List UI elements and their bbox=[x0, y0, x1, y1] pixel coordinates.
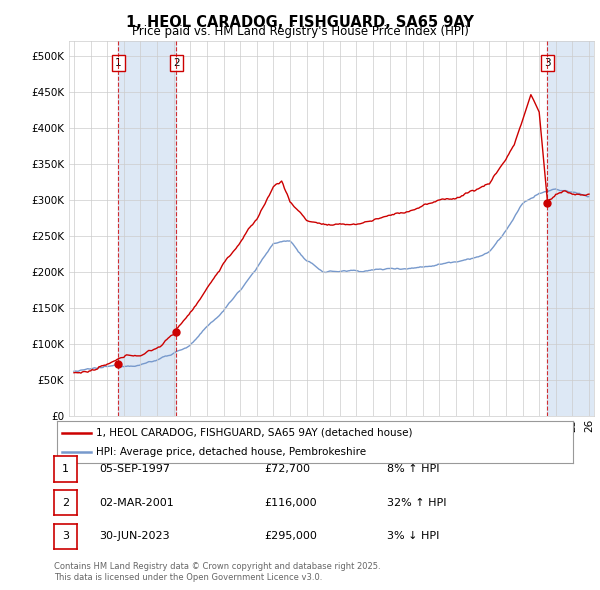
Bar bbox=[547, 41, 594, 416]
Bar bbox=[118, 41, 176, 416]
Text: 1: 1 bbox=[115, 58, 122, 68]
Text: HPI: Average price, detached house, Pembrokeshire: HPI: Average price, detached house, Pemb… bbox=[96, 447, 366, 457]
Text: Contains HM Land Registry data © Crown copyright and database right 2025.: Contains HM Land Registry data © Crown c… bbox=[54, 562, 380, 571]
Text: 3: 3 bbox=[544, 58, 551, 68]
Text: 1, HEOL CARADOG, FISHGUARD, SA65 9AY (detached house): 1, HEOL CARADOG, FISHGUARD, SA65 9AY (de… bbox=[96, 428, 412, 438]
Text: 3% ↓ HPI: 3% ↓ HPI bbox=[387, 532, 439, 541]
Text: 30-JUN-2023: 30-JUN-2023 bbox=[99, 532, 170, 541]
Text: 02-MAR-2001: 02-MAR-2001 bbox=[99, 498, 174, 507]
Text: 1, HEOL CARADOG, FISHGUARD, SA65 9AY: 1, HEOL CARADOG, FISHGUARD, SA65 9AY bbox=[126, 15, 474, 30]
Text: 32% ↑ HPI: 32% ↑ HPI bbox=[387, 498, 446, 507]
Text: 2: 2 bbox=[173, 58, 180, 68]
Text: 2: 2 bbox=[62, 498, 69, 507]
Text: £72,700: £72,700 bbox=[264, 464, 310, 474]
Text: £295,000: £295,000 bbox=[264, 532, 317, 541]
Text: Price paid vs. HM Land Registry's House Price Index (HPI): Price paid vs. HM Land Registry's House … bbox=[131, 25, 469, 38]
Text: This data is licensed under the Open Government Licence v3.0.: This data is licensed under the Open Gov… bbox=[54, 573, 322, 582]
Text: 05-SEP-1997: 05-SEP-1997 bbox=[99, 464, 170, 474]
Text: 1: 1 bbox=[62, 464, 69, 474]
Text: 3: 3 bbox=[62, 532, 69, 541]
Text: £116,000: £116,000 bbox=[264, 498, 317, 507]
Text: 8% ↑ HPI: 8% ↑ HPI bbox=[387, 464, 439, 474]
